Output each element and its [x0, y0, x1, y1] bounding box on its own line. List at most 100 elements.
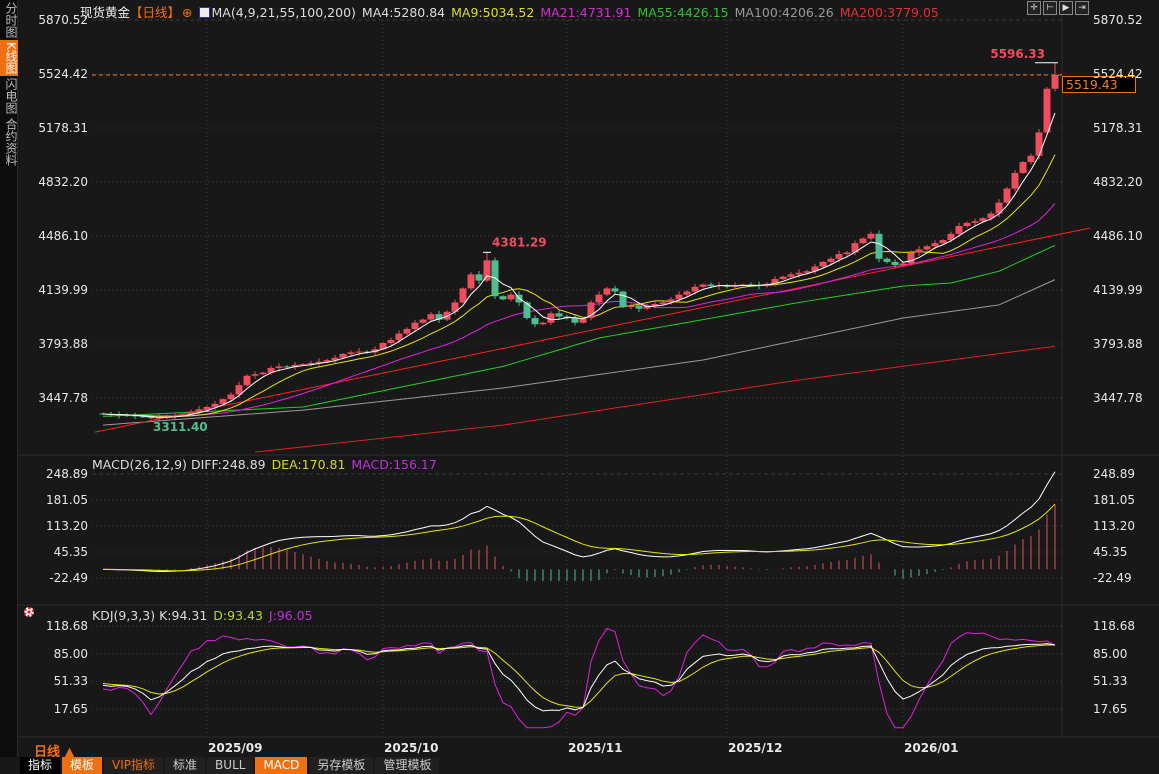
candle: [971, 218, 979, 226]
candle-body: [387, 339, 395, 344]
macd-title: MACD(26,12,9): [92, 457, 187, 472]
candle: [171, 412, 179, 420]
candle: [483, 252, 491, 283]
sidebar-item-contract-info[interactable]: 合约资料: [4, 117, 18, 166]
sidebar-item-flash[interactable]: 闪电图: [4, 77, 18, 114]
tab-bull[interactable]: BULL: [207, 757, 254, 774]
candle-body: [595, 294, 603, 303]
kdj-d-line: [102, 644, 1056, 708]
kdj-d: D:93.43: [213, 608, 263, 623]
ma100-line: [102, 279, 1056, 426]
axis-label-right: 45.35: [1093, 545, 1128, 560]
candle-body: [939, 240, 947, 244]
axis-label-left: 181.05: [46, 493, 88, 508]
candle-body: [619, 291, 627, 308]
candle-body: [587, 302, 595, 319]
candle-body: [371, 349, 379, 353]
candle: [979, 217, 987, 223]
candle: [1043, 87, 1051, 134]
candle-body: [1019, 162, 1027, 173]
candle-body: [1003, 188, 1011, 203]
candle: [1051, 62, 1059, 92]
ma-settings-icon[interactable]: [198, 7, 210, 18]
tab-save-template[interactable]: 另存模板: [309, 757, 374, 774]
candle-body: [291, 364, 299, 368]
candle-body: [203, 406, 211, 410]
candle-body: [355, 351, 363, 353]
candle-body: [147, 417, 155, 419]
period-indicator[interactable]: 日线 ▲: [34, 745, 75, 760]
axis-label-right: 3447.78: [1093, 390, 1143, 405]
trend-line: [94, 227, 1091, 433]
candle-body: [851, 243, 859, 253]
tab-standard[interactable]: 标准: [165, 757, 206, 774]
candle-body: [211, 403, 219, 407]
tab-template[interactable]: 模板: [62, 757, 103, 774]
candle-body: [635, 305, 643, 309]
candle: [259, 371, 267, 376]
tab-manage-template[interactable]: 管理模板: [375, 757, 440, 774]
candle: [1027, 153, 1035, 165]
candle: [875, 230, 883, 263]
candle: [827, 256, 835, 265]
candle-body: [123, 415, 131, 417]
ma55-value: MA55:4426.15: [637, 5, 729, 20]
add-icon[interactable]: ⊕: [182, 5, 193, 20]
axis-label-left: 5870.52: [38, 13, 88, 27]
candle-body: [899, 263, 907, 266]
candle: [1019, 161, 1027, 174]
sidebar-item-timeshare[interactable]: 分时图: [4, 2, 18, 38]
tab-indicator[interactable]: 指标: [20, 757, 61, 774]
macd-dea: DEA:170.81: [271, 457, 346, 472]
candle-body: [467, 274, 475, 289]
candle: [683, 289, 691, 297]
sidebar-item-kline[interactable]: K线图: [0, 40, 18, 76]
kdj-alert-icon[interactable]: [24, 607, 34, 617]
candle-body: [987, 213, 995, 219]
range-select-icon[interactable]: ⊢: [1043, 1, 1057, 15]
candle: [955, 222, 963, 238]
kdj-j-line: [102, 627, 1056, 729]
exit-icon[interactable]: ⇥: [1075, 1, 1089, 15]
chart-canvas[interactable]: 4381.29 3311.40 5596.33: [0, 0, 1159, 757]
candle: [1011, 170, 1019, 192]
axis-label-right: 3793.88: [1093, 336, 1143, 351]
candle-body: [611, 288, 619, 292]
candle-body: [603, 288, 611, 295]
candle-body: [555, 313, 563, 317]
candle-body: [651, 304, 659, 306]
candle-body: [243, 375, 251, 386]
ma100-value: MA100:4206.26: [734, 5, 834, 20]
candle: [195, 405, 203, 416]
play-icon[interactable]: ▶: [1059, 1, 1073, 15]
crosshair-icon[interactable]: ✛: [1027, 1, 1041, 15]
candle: [915, 245, 923, 256]
tab-macd[interactable]: MACD: [255, 757, 308, 774]
candle-body: [547, 313, 555, 323]
axis-label-left: 5178.31: [38, 120, 88, 135]
candle-body: [883, 258, 891, 262]
axis-label-left: 45.35: [53, 545, 88, 560]
candle: [907, 250, 915, 266]
candle-body: [915, 249, 923, 253]
candle-body: [803, 271, 811, 273]
candle: [587, 300, 595, 321]
date-label: 2026/01: [904, 741, 959, 755]
candle: [595, 291, 603, 306]
kdj-k-line: [102, 643, 1056, 712]
candle-body: [499, 296, 507, 300]
candle-body: [787, 274, 795, 277]
candle: [355, 348, 363, 356]
candle: [435, 310, 443, 324]
axis-label-left: 85.00: [53, 646, 88, 661]
candle-body: [627, 305, 635, 308]
low-marker-label: 3311.40: [153, 420, 208, 434]
axis-label-left: 4832.20: [38, 174, 88, 189]
macd-diff: DIFF:248.89: [190, 457, 266, 472]
candle-body: [219, 399, 227, 404]
period-label[interactable]: 【日线】: [130, 5, 181, 20]
candle-body: [331, 357, 339, 361]
tab-vip-indicator[interactable]: VIP指标: [104, 757, 164, 774]
candle: [659, 301, 667, 305]
candle: [251, 371, 259, 379]
